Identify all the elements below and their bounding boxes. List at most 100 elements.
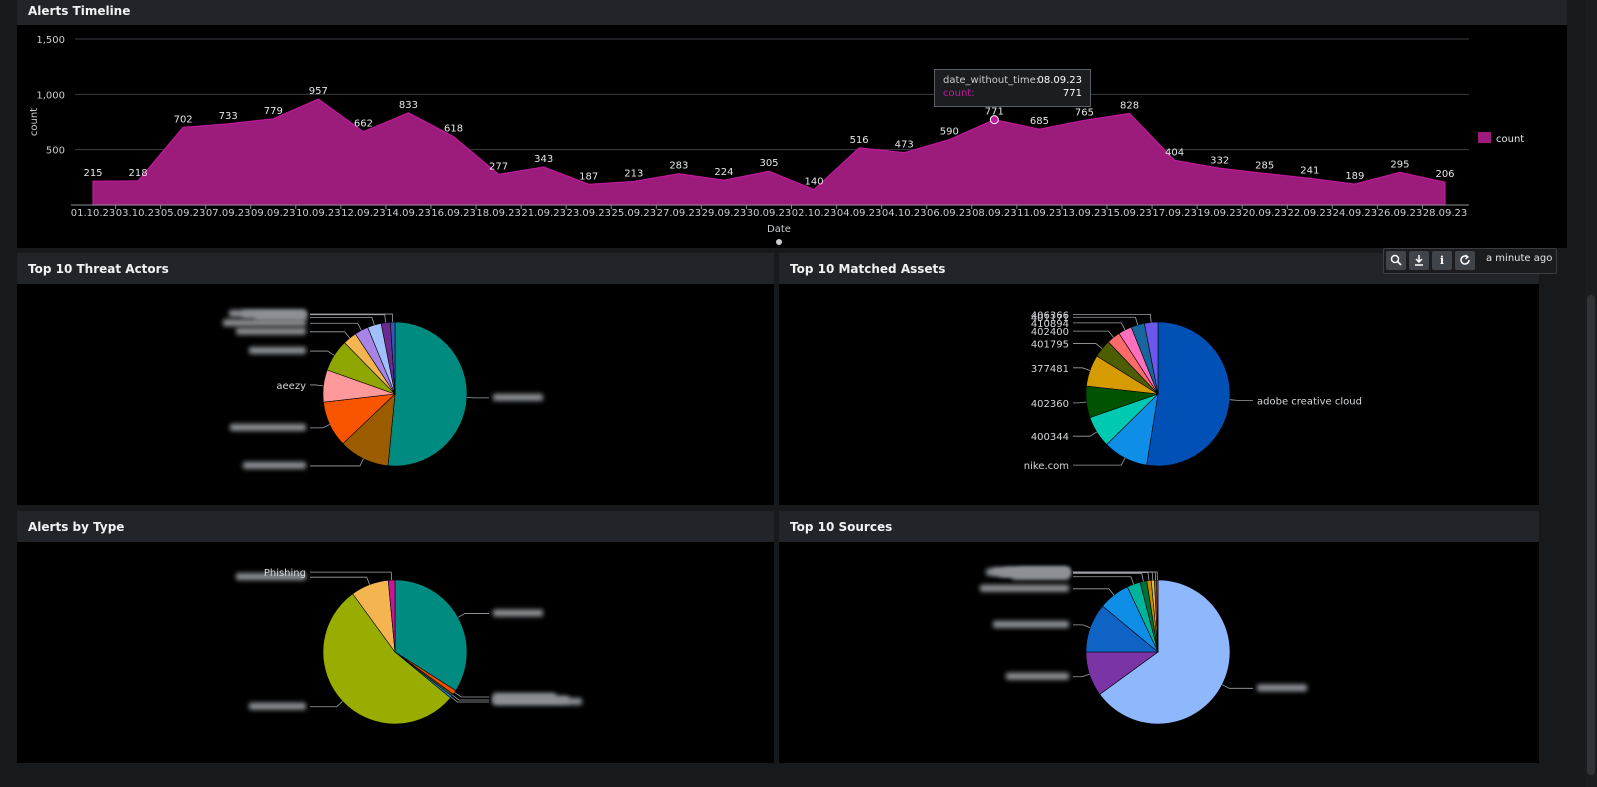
data-label: 277 [489, 161, 508, 172]
data-label: 618 [444, 124, 463, 135]
x-tick-label: 12.09.23 [341, 208, 386, 219]
redacted-label [493, 393, 543, 401]
search-icon[interactable] [1386, 251, 1406, 270]
data-label: 957 [309, 86, 328, 97]
x-tick-label: 21.09.23 [521, 208, 566, 219]
data-label: 765 [1075, 107, 1094, 118]
leader-line [1073, 313, 1152, 323]
redacted-label [493, 698, 582, 706]
data-label: 833 [399, 100, 418, 111]
pie-slice [1146, 321, 1231, 467]
redacted-label [249, 702, 306, 710]
tooltip-key: count: [943, 88, 975, 99]
data-label: 590 [940, 127, 959, 138]
redacted-label [243, 461, 306, 469]
redacted-label [493, 609, 543, 617]
tooltip-value: 771 [1062, 88, 1082, 99]
panel-header: Alerts by Type [17, 511, 774, 542]
pie-label: 402400 [1031, 327, 1069, 338]
data-label: 285 [1255, 160, 1274, 171]
y-axis-label: count [29, 108, 40, 136]
leader-line [1073, 573, 1144, 582]
scroll-indicator-dot [776, 239, 782, 245]
pie-slice [1156, 579, 1159, 653]
data-label: 771 [985, 107, 1004, 118]
leader-line [454, 692, 489, 698]
threat-actors-pie-chart[interactable]: aeezy [17, 284, 774, 505]
alerts-by-type-pie-chart[interactable]: Phishing [17, 542, 774, 763]
leader-line [310, 314, 387, 323]
pie-label: 406366 [1031, 310, 1069, 321]
panel-toolbar: i a minute ago [1383, 248, 1557, 274]
x-tick-label: 04.09.23 [837, 208, 882, 219]
download-icon[interactable] [1409, 251, 1429, 270]
refresh-icon[interactable] [1455, 251, 1475, 270]
data-label: 779 [264, 106, 283, 117]
timeline-chart[interactable]: 500 1,000 1,500 count 215 01.10.23 218 03.10.23… [17, 25, 1567, 248]
redacted-label [236, 327, 306, 335]
x-axis-label: Date [767, 224, 791, 235]
x-tick-label: 26.09.23 [1378, 208, 1423, 219]
chart-tooltip: date_without_time: 08.09.23 count: 771 [934, 69, 1091, 107]
panel-title: Top 10 Threat Actors [28, 262, 169, 276]
panel-title: Top 10 Matched Assets [790, 262, 946, 276]
panel-title: Top 10 Sources [790, 520, 893, 534]
redacted-label [993, 620, 1069, 628]
x-tick-label: 25.09.23 [612, 208, 657, 219]
leader-line [1073, 588, 1115, 596]
x-tick-label: 17.09.23 [1152, 208, 1197, 219]
info-icon[interactable]: i [1432, 251, 1452, 270]
leader-line [310, 331, 351, 339]
legend-label: count [1496, 134, 1524, 145]
matched-assets-pie-chart[interactable]: adobe creative cloud nike.com 400344 402360… [779, 284, 1539, 505]
pie-label: 410894 [1031, 319, 1069, 330]
redacted-label [223, 319, 306, 327]
leader-line [1073, 673, 1090, 678]
x-tick-label: 28.09.23 [1423, 208, 1468, 219]
redacted-label [1257, 684, 1307, 692]
matched-assets-panel: Top 10 Matched Assets adobe creative clo… [779, 253, 1539, 505]
data-label: 332 [1210, 155, 1229, 166]
data-label: 473 [895, 140, 914, 151]
x-tick-label: 16.09.23 [431, 208, 476, 219]
data-label: 305 [759, 158, 778, 169]
threat-actors-panel: Top 10 Threat Actors aeezy [17, 253, 774, 505]
x-tick-label: 06.09.23 [927, 208, 972, 219]
page-scrollbar[interactable] [1585, 0, 1597, 787]
pie-label: adobe creative cloud [1257, 396, 1362, 407]
data-label: 224 [714, 167, 733, 178]
data-label: 189 [1345, 171, 1364, 182]
redacted-label [229, 310, 306, 318]
data-label: 283 [669, 161, 688, 172]
top-sources-panel: Top 10 Sources [779, 511, 1539, 763]
x-tick-label: 03.10.23 [116, 208, 161, 219]
data-label: 206 [1435, 169, 1454, 180]
redacted-label [1006, 672, 1069, 680]
leader-line [1073, 322, 1126, 331]
leader-line [457, 613, 489, 618]
leader-line [1073, 316, 1139, 326]
leader-line [310, 458, 364, 467]
pie-label: aeezy [276, 381, 306, 392]
pie-label: 377481 [1031, 364, 1069, 375]
leader-line [310, 384, 324, 387]
x-tick-label: 24.09.23 [1333, 208, 1378, 219]
y-tick-label: 500 [46, 146, 65, 157]
pie-slice [322, 593, 451, 725]
scrollbar-thumb[interactable] [1587, 295, 1595, 775]
panel-header: Alerts Timeline [17, 0, 1567, 25]
redacted-label [980, 584, 1069, 592]
x-tick-label: 08.09.23 [972, 208, 1017, 219]
pie-label: 401795 [1031, 340, 1069, 351]
leader-line [1073, 571, 1158, 581]
data-label: 213 [624, 168, 643, 179]
leader-line [1073, 343, 1103, 349]
data-label: 343 [534, 154, 553, 165]
x-tick-label: 01.10.23 [71, 208, 116, 219]
leader-line [1073, 624, 1091, 628]
top-sources-pie-chart[interactable] [779, 542, 1539, 763]
data-label: 295 [1390, 159, 1409, 170]
tooltip-key: date_without_time: [943, 75, 1040, 86]
data-label: 733 [219, 111, 238, 122]
leader-line [310, 350, 335, 356]
